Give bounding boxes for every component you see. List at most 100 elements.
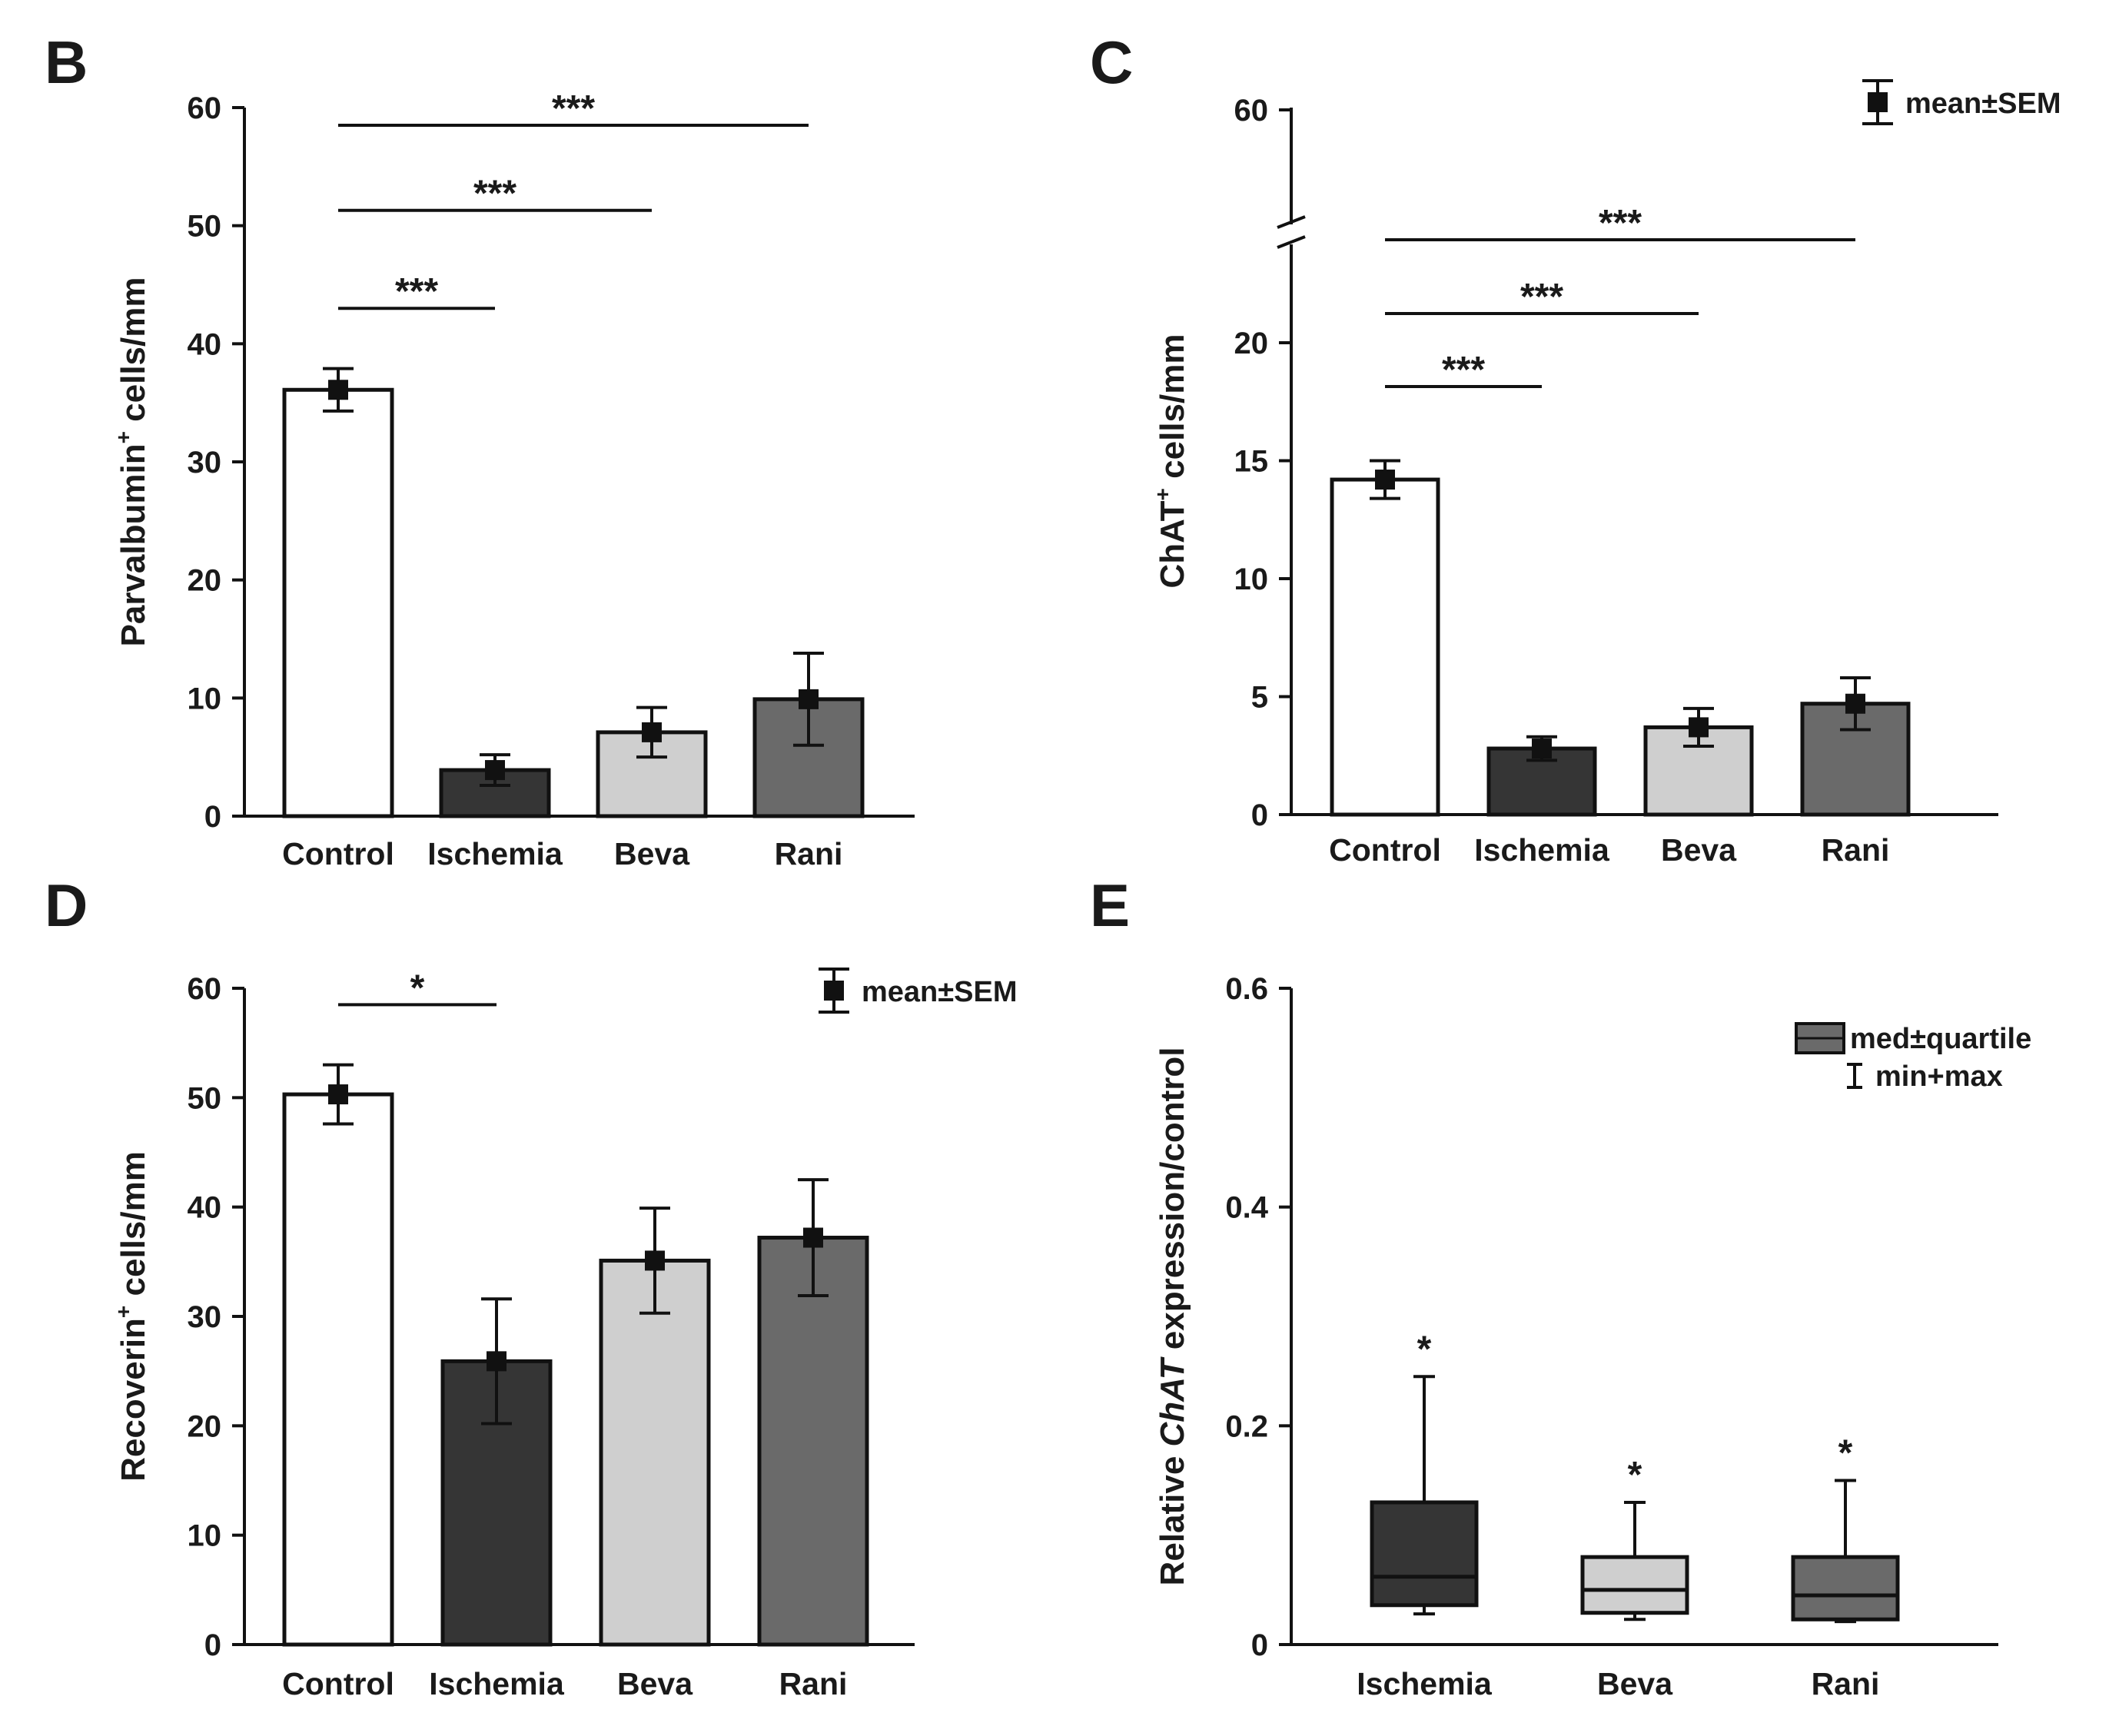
y-tick-label: 0.6 bbox=[1225, 972, 1268, 1006]
x-tick-label: Ischemia bbox=[429, 1666, 565, 1701]
x-tick-label: Rani bbox=[1812, 1666, 1880, 1701]
y-tick-label: 60 bbox=[1234, 94, 1269, 128]
x-tick-label: Rani bbox=[1822, 832, 1890, 868]
y-tick-label: 0.4 bbox=[1225, 1191, 1268, 1225]
panel-letter: B bbox=[45, 28, 88, 96]
mean-marker-control bbox=[328, 380, 348, 400]
significance-star: * bbox=[1628, 1455, 1642, 1495]
y-axis-title: ChAT+ cells/mm bbox=[1151, 334, 1191, 589]
x-tick-label: Ischemia bbox=[1357, 1666, 1493, 1701]
y-tick-label: 10 bbox=[1234, 563, 1269, 596]
y-tick-label: 15 bbox=[1234, 445, 1269, 479]
legend-label: mean±SEM bbox=[862, 976, 1017, 1008]
bar-beva bbox=[599, 1258, 711, 1647]
mean-marker-rani bbox=[1845, 693, 1865, 714]
legend-box-plot: med±quartile min+max bbox=[1795, 1022, 2031, 1093]
y-tick-label: 0 bbox=[204, 1628, 221, 1662]
legend-mean-sem: mean±SEM bbox=[1862, 79, 2061, 125]
legend-whisker-label: min+max bbox=[1875, 1061, 2003, 1093]
panel-e-box-plot: E 0 0.2 0.4 0.6 Relative ChAT expression/cont… bbox=[1090, 871, 2031, 1701]
y-tick-label: 40 bbox=[188, 1191, 222, 1225]
y-axis-title: Recoverin+ cells/mm bbox=[111, 1151, 152, 1482]
y-axis-title-part: expression/control bbox=[1154, 1047, 1191, 1359]
legend-box-label: med±quartile bbox=[1850, 1023, 2031, 1055]
axis-break-mark bbox=[1277, 235, 1306, 249]
y-tick-label: 20 bbox=[188, 564, 222, 598]
panel-letter: C bbox=[1090, 28, 1133, 96]
box-ischemia bbox=[1370, 1375, 1479, 1616]
panel-letter: E bbox=[1090, 871, 1130, 939]
mean-marker-beva bbox=[1689, 717, 1709, 738]
y-axis-title: Relative ChAT expression/control bbox=[1154, 1047, 1191, 1586]
legend-mean-marker-icon bbox=[824, 981, 844, 1001]
mean-marker-rani bbox=[803, 1227, 823, 1248]
significance-stars: *** bbox=[1442, 350, 1485, 390]
y-axis-title-part: ChAT bbox=[1154, 1356, 1191, 1446]
y-tick-label: 30 bbox=[188, 1300, 222, 1334]
y-axis-title-suffix: cells/mm bbox=[115, 1151, 152, 1306]
y-tick-label: 30 bbox=[188, 446, 222, 480]
x-tick-label: Control bbox=[282, 836, 394, 871]
y-axis-title: Parvalbumin+ cells/mm bbox=[111, 277, 152, 646]
mean-marker-ischemia bbox=[485, 760, 505, 781]
x-tick-label: Rani bbox=[779, 1666, 848, 1701]
box-iqr bbox=[1580, 1555, 1689, 1615]
panel-letter: D bbox=[45, 871, 88, 939]
box-iqr bbox=[1791, 1555, 1900, 1621]
box-rani bbox=[1791, 1479, 1900, 1624]
y-tick-label: 50 bbox=[188, 1081, 222, 1115]
significance-stars: *** bbox=[552, 88, 595, 129]
axis-break-mark bbox=[1277, 215, 1306, 229]
significance-stars: *** bbox=[1599, 203, 1642, 244]
mean-marker-control bbox=[1375, 470, 1395, 490]
box-iqr bbox=[1370, 1500, 1479, 1608]
panel-b-bar-chart: B 0 10 20 30 40 50 60 Parvalbumin+ cells/mm Contr… bbox=[45, 28, 915, 871]
significance-stars: * bbox=[410, 968, 425, 1008]
panel-c-bar-chart: C 0 5 10 15 20 60 ChAT+ cells/mm Control Ischemia… bbox=[1090, 28, 2061, 868]
box-beva bbox=[1580, 1500, 1689, 1621]
y-axis-title-sup: + bbox=[1151, 488, 1174, 500]
mean-marker-beva bbox=[645, 1250, 665, 1271]
y-axis-title-main: Recoverin bbox=[115, 1318, 152, 1482]
panel-d-bar-chart: D 0 10 20 30 40 50 60 Recoverin+ cells/mm Control… bbox=[45, 871, 1017, 1701]
significance-stars: *** bbox=[473, 174, 516, 214]
y-tick-label: 0.2 bbox=[1225, 1409, 1268, 1443]
y-axis-title-suffix: cells/mm bbox=[1154, 334, 1191, 489]
x-tick-label: Control bbox=[1329, 832, 1441, 868]
mean-marker-beva bbox=[642, 722, 662, 742]
y-tick-label: 0 bbox=[1251, 1628, 1268, 1662]
y-tick-label: 10 bbox=[188, 1519, 222, 1553]
significance-stars: *** bbox=[395, 271, 438, 312]
x-tick-label: Rani bbox=[775, 836, 843, 871]
x-tick-label: Beva bbox=[1597, 1666, 1673, 1701]
bar-control bbox=[282, 1092, 394, 1647]
y-axis-title-part: Relative bbox=[1154, 1446, 1191, 1585]
x-tick-label: Ischemia bbox=[1474, 832, 1610, 868]
significance-star: * bbox=[1838, 1433, 1853, 1474]
x-tick-label: Control bbox=[282, 1666, 394, 1701]
y-tick-label: 5 bbox=[1251, 681, 1268, 715]
legend-label: mean±SEM bbox=[1905, 88, 2061, 120]
y-axis-title-main: ChAT bbox=[1154, 500, 1191, 588]
legend-mean-marker-icon bbox=[1868, 92, 1888, 112]
y-tick-label: 10 bbox=[188, 682, 222, 715]
x-tick-label: Beva bbox=[614, 836, 690, 871]
bar-rani bbox=[757, 1236, 869, 1647]
y-tick-label: 20 bbox=[1234, 327, 1269, 360]
y-tick-label: 0 bbox=[1251, 798, 1268, 832]
mean-marker-ischemia bbox=[487, 1351, 507, 1372]
y-tick-label: 60 bbox=[188, 91, 222, 125]
mean-marker-ischemia bbox=[1532, 739, 1552, 759]
y-tick-label: 0 bbox=[204, 800, 221, 834]
y-axis-title-suffix: cells/mm bbox=[115, 277, 152, 431]
y-axis-title-sup: + bbox=[111, 431, 135, 443]
bar-control bbox=[1330, 477, 1440, 817]
y-tick-label: 20 bbox=[188, 1409, 222, 1443]
legend-mean-sem: mean±SEM bbox=[819, 968, 1017, 1014]
x-tick-label: Ischemia bbox=[427, 836, 563, 871]
mean-marker-control bbox=[328, 1084, 348, 1105]
y-tick-label: 40 bbox=[188, 327, 222, 361]
y-tick-label: 60 bbox=[188, 972, 222, 1006]
y-tick-label: 50 bbox=[188, 210, 222, 244]
